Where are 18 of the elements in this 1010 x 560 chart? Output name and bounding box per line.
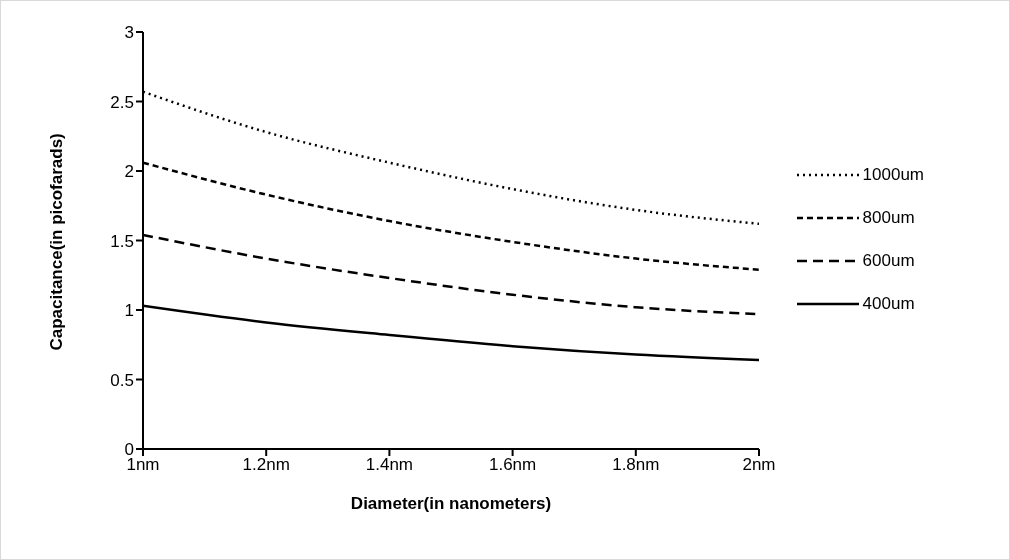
y-axis-title: Capacitance(in picofarads) [47, 133, 67, 351]
y-tick-label: 2.5 [110, 92, 134, 112]
legend-label: 600um [862, 250, 915, 271]
x-tick-label: 1.8nm [612, 455, 660, 475]
legend-label: 1000um [862, 164, 924, 185]
y-tick-label: 0.5 [110, 370, 134, 390]
x-tick-label: 1.4nm [365, 455, 414, 475]
y-tick-label: 3 [124, 23, 134, 43]
y-tick-label: 1.5 [110, 231, 134, 251]
x-tick-label: 1.2nm [242, 455, 290, 475]
x-tick-label: 1.6nm [488, 455, 537, 475]
y-tick-label: 1 [124, 301, 134, 321]
x-axis-title: Diameter(in nanometers) [350, 494, 552, 513]
x-tick-label: 2nm [742, 455, 776, 475]
x-tick-label: 1nm [126, 455, 160, 475]
legend-label: 800um [862, 207, 915, 228]
y-tick-label: 2 [124, 162, 134, 182]
legend-label: 400um [862, 293, 915, 314]
